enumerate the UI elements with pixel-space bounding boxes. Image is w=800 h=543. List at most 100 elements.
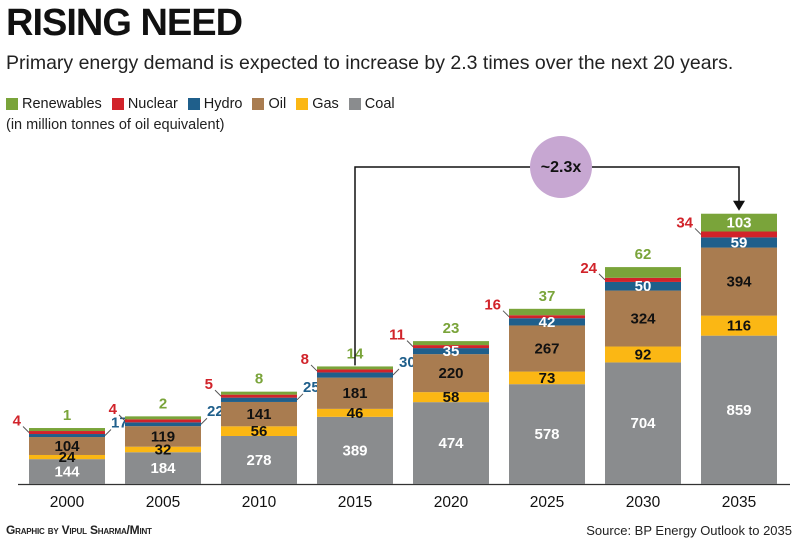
data-label-coal-2030: 704 bbox=[630, 415, 656, 432]
bar-gas-2000 bbox=[29, 454, 105, 460]
bar-coal-2000 bbox=[29, 459, 105, 484]
x-tick-label-2005: 2005 bbox=[146, 494, 180, 511]
legend-swatch-oil bbox=[252, 98, 265, 110]
legend-label-nuclear: Nuclear bbox=[127, 96, 178, 112]
leader-nuclear-2025 bbox=[502, 310, 510, 318]
data-label-nuclear-2020: 11 bbox=[389, 327, 405, 344]
bar-coal-2015 bbox=[317, 416, 393, 484]
legend-swatch-gas bbox=[296, 98, 309, 110]
graphic-credit: Graphic by Vipul Sharma/Mint bbox=[6, 523, 152, 537]
data-label-coal-2035: 859 bbox=[726, 402, 751, 419]
data-label-renewables-2020: 23 bbox=[443, 320, 460, 337]
unit-note: (in million tonnes of oil equivalent) bbox=[6, 117, 225, 133]
data-label-gas-2030: 92 bbox=[635, 346, 652, 363]
bar-renewables-2005 bbox=[125, 416, 201, 420]
bar-hydro-2035 bbox=[701, 237, 777, 248]
data-label-oil-2020: 220 bbox=[438, 365, 463, 382]
bar-nuclear-2005 bbox=[125, 419, 201, 423]
data-label-gas-2005: 32 bbox=[155, 441, 172, 458]
bar-oil-2020 bbox=[413, 354, 489, 393]
bar-oil-2025 bbox=[509, 325, 585, 372]
chart-subtitle: Primary energy demand is expected to inc… bbox=[6, 52, 734, 74]
bar-nuclear-2010 bbox=[221, 394, 297, 398]
data-label-hydro-2030: 50 bbox=[635, 278, 652, 295]
bar-nuclear-2025 bbox=[509, 315, 585, 319]
bar-coal-2010 bbox=[221, 435, 297, 484]
data-label-renewables-2005: 2 bbox=[159, 395, 167, 412]
legend-swatch-renewables bbox=[6, 98, 18, 110]
bar-coal-2025 bbox=[509, 384, 585, 484]
legend-swatch-hydro bbox=[187, 98, 200, 110]
data-label-coal-2015: 389 bbox=[342, 442, 367, 459]
bar-coal-2030 bbox=[605, 362, 681, 484]
data-label-hydro-2015: 30 bbox=[399, 354, 416, 371]
leader-nuclear-2035 bbox=[694, 228, 702, 235]
leader-hydro-2000 bbox=[104, 429, 112, 436]
leader-hydro-2010 bbox=[296, 393, 304, 401]
annotation-text: ~2.3x bbox=[541, 159, 582, 176]
x-tick-label-2015: 2015 bbox=[338, 494, 372, 511]
data-label-hydro-2035: 59 bbox=[731, 234, 748, 251]
annotation-bubble bbox=[530, 136, 592, 198]
data-label-hydro-2025: 42 bbox=[539, 314, 556, 331]
data-label-oil-2030: 324 bbox=[630, 311, 656, 328]
data-label-nuclear-2015: 8 bbox=[301, 351, 309, 368]
bar-coal-2020 bbox=[413, 402, 489, 484]
x-tick-label-2030: 2030 bbox=[626, 494, 661, 511]
bar-renewables-2025 bbox=[509, 308, 585, 316]
legend-item-coal: Coal bbox=[348, 96, 395, 112]
bar-hydro-2025 bbox=[509, 318, 585, 326]
bar-hydro-2000 bbox=[29, 434, 105, 438]
leader-hydro-2015 bbox=[392, 368, 400, 376]
legend-item-nuclear: Nuclear bbox=[111, 96, 178, 112]
legend: Renewables Nuclear Hydro Oil Gas Coal bbox=[6, 96, 405, 112]
data-label-gas-2000: 24 bbox=[59, 449, 76, 466]
legend-label-hydro: Hydro bbox=[203, 96, 243, 112]
legend-label-coal: Coal bbox=[364, 96, 395, 112]
bar-renewables-2010 bbox=[221, 391, 297, 395]
legend-item-oil: Oil bbox=[252, 96, 286, 112]
bar-hydro-2030 bbox=[605, 281, 681, 291]
source-note: Source: BP Energy Outlook to 2035 bbox=[586, 523, 792, 538]
data-label-hydro-2020: 35 bbox=[443, 343, 460, 360]
data-label-oil-2010: 141 bbox=[246, 406, 271, 423]
data-label-coal-2000: 144 bbox=[54, 464, 80, 481]
bar-renewables-2035 bbox=[701, 213, 777, 232]
chart-title: RISING NEED bbox=[6, 2, 243, 44]
bar-hydro-2005 bbox=[125, 422, 201, 427]
data-label-oil-2025: 267 bbox=[534, 340, 559, 357]
bar-gas-2025 bbox=[509, 371, 585, 385]
data-label-nuclear-2030: 24 bbox=[580, 260, 597, 277]
data-label-oil-2015: 181 bbox=[342, 385, 367, 402]
data-label-coal-2005: 184 bbox=[150, 460, 176, 477]
bar-gas-2005 bbox=[125, 446, 201, 453]
data-label-nuclear-2025: 16 bbox=[484, 297, 501, 314]
legend-item-gas: Gas bbox=[296, 96, 339, 112]
data-label-gas-2015: 46 bbox=[347, 405, 364, 422]
data-label-gas-2025: 73 bbox=[539, 370, 556, 387]
bar-renewables-2030 bbox=[605, 267, 681, 278]
x-tick-label-2020: 2020 bbox=[434, 494, 469, 511]
legend-swatch-nuclear bbox=[111, 98, 124, 110]
bar-hydro-2010 bbox=[221, 397, 297, 402]
bar-coal-2005 bbox=[125, 452, 201, 484]
data-label-coal-2010: 278 bbox=[246, 452, 271, 469]
data-label-gas-2020: 58 bbox=[443, 389, 460, 406]
leader-nuclear-2005 bbox=[118, 414, 126, 422]
bar-gas-2015 bbox=[317, 408, 393, 417]
data-label-renewables-2025: 37 bbox=[539, 288, 556, 305]
leader-nuclear-2010 bbox=[214, 389, 222, 397]
leader-nuclear-2000 bbox=[22, 426, 30, 433]
annotation-arrowhead bbox=[733, 200, 745, 211]
bar-gas-2010 bbox=[221, 426, 297, 436]
bar-oil-2015 bbox=[317, 377, 393, 409]
bar-oil-2035 bbox=[701, 247, 777, 316]
data-label-gas-2035: 116 bbox=[727, 318, 751, 335]
data-label-coal-2025: 578 bbox=[534, 426, 559, 443]
bar-renewables-2015 bbox=[317, 366, 393, 370]
leader-hydro-2005 bbox=[200, 417, 208, 425]
data-label-nuclear-2000: 4 bbox=[13, 412, 22, 429]
leader-nuclear-2020 bbox=[406, 340, 414, 347]
x-tick-label-2010: 2010 bbox=[242, 494, 277, 511]
